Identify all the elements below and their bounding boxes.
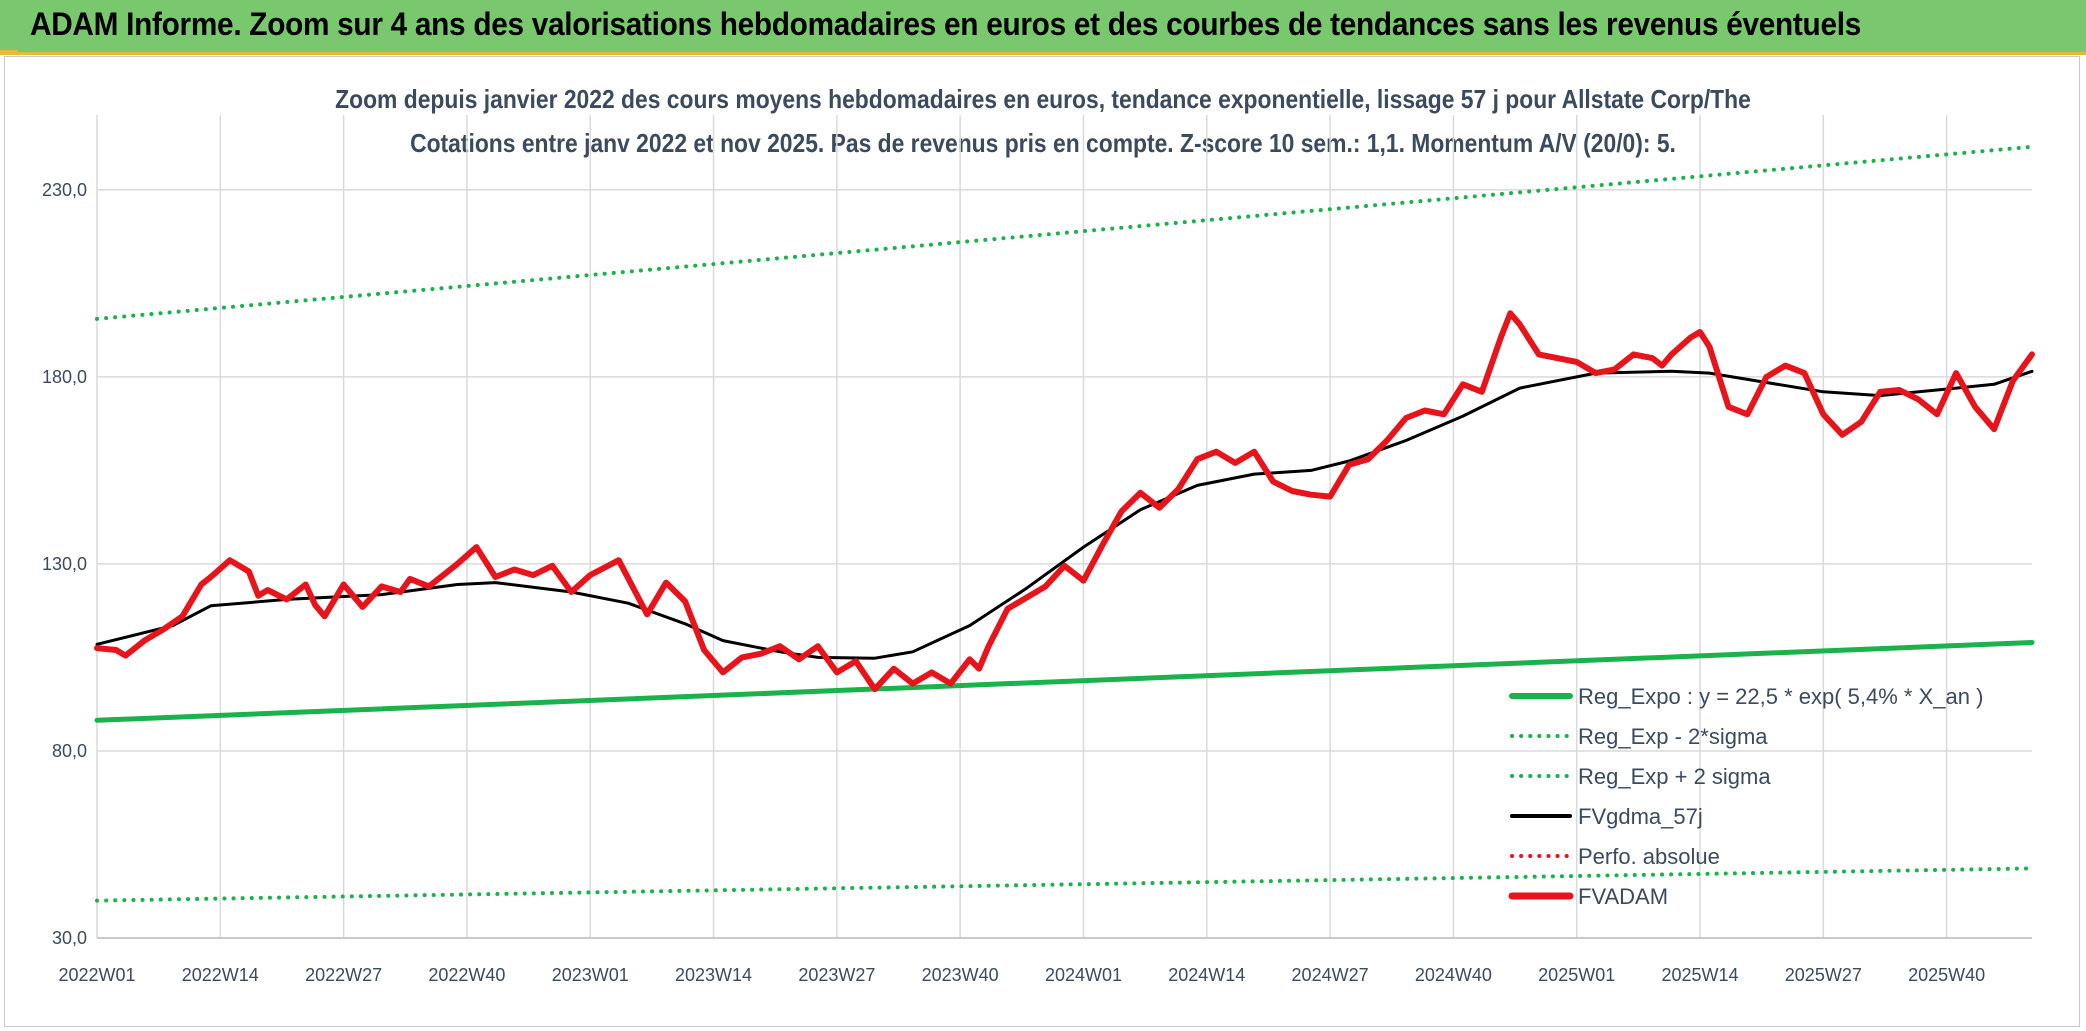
x-tick-label: 2025W14 bbox=[1661, 965, 1738, 985]
legend: Reg_Expo : y = 22,5 * exp( 5,4% * X_an )… bbox=[1508, 684, 1983, 909]
x-tick-label: 2025W27 bbox=[1785, 965, 1862, 985]
y-tick-label: 30,0 bbox=[52, 928, 87, 948]
legend-label: Reg_Exp + 2 sigma bbox=[1578, 764, 1771, 789]
x-tick-label: 2023W01 bbox=[552, 965, 629, 985]
x-tick-label: 2025W01 bbox=[1538, 965, 1615, 985]
x-tick-label: 2023W40 bbox=[922, 965, 999, 985]
y-tick-label: 180,0 bbox=[42, 367, 87, 387]
y-tick-label: 230,0 bbox=[42, 180, 87, 200]
series-fvadam-line bbox=[94, 310, 2035, 693]
y-axis: 30,0 80,0 130,0 180,0 230,0 bbox=[42, 180, 87, 948]
x-tick-label: 2023W27 bbox=[798, 965, 875, 985]
report-title: ADAM Informe. Zoom sur 4 ans des valoris… bbox=[30, 6, 1861, 42]
x-tick-label: 2024W27 bbox=[1292, 965, 1369, 985]
x-tick-label: 2024W40 bbox=[1415, 965, 1492, 985]
x-tick-label: 2024W14 bbox=[1168, 965, 1245, 985]
chart-title: Zoom depuis janvier 2022 des cours moyen… bbox=[335, 86, 1751, 115]
legend-label: Reg_Exp - 2*sigma bbox=[1578, 724, 1768, 749]
series-reg-expo-line bbox=[94, 640, 2035, 723]
chart-subtitle: Cotations entre janv 2022 et nov 2025. P… bbox=[410, 130, 1676, 159]
series-group bbox=[94, 144, 2035, 903]
x-tick-label: 2023W14 bbox=[675, 965, 752, 985]
grid bbox=[96, 115, 2032, 939]
x-tick-label: 2022W01 bbox=[58, 965, 135, 985]
legend-label: Reg_Expo : y = 22,5 * exp( 5,4% * X_an ) bbox=[1578, 684, 1983, 709]
series-reg-exp-line bbox=[95, 144, 2034, 321]
report-banner: ADAM Informe. Zoom sur 4 ans des valoris… bbox=[0, 0, 2086, 55]
legend-label: FVADAM bbox=[1578, 884, 1668, 909]
x-tick-label: 2022W40 bbox=[428, 965, 505, 985]
y-tick-label: 80,0 bbox=[52, 741, 87, 761]
legend-label: Perfo. absolue bbox=[1578, 844, 1720, 869]
chart-frame bbox=[4, 56, 2080, 1027]
series-reg-exp-line bbox=[95, 866, 2034, 903]
legend-label: FVgdma_57j bbox=[1578, 804, 1703, 829]
x-tick-label: 2025W40 bbox=[1908, 965, 1985, 985]
x-tick-label: 2024W01 bbox=[1045, 965, 1122, 985]
x-tick-label: 2022W14 bbox=[182, 965, 259, 985]
y-tick-label: 130,0 bbox=[42, 554, 87, 574]
x-axis: 2022W01 2022W14 2022W27 2022W40 2023W01 2023W… bbox=[58, 965, 1985, 985]
series-fvgdma-57j-line bbox=[95, 369, 2034, 660]
banner-accent bbox=[0, 50, 18, 54]
x-tick-label: 2022W27 bbox=[305, 965, 382, 985]
